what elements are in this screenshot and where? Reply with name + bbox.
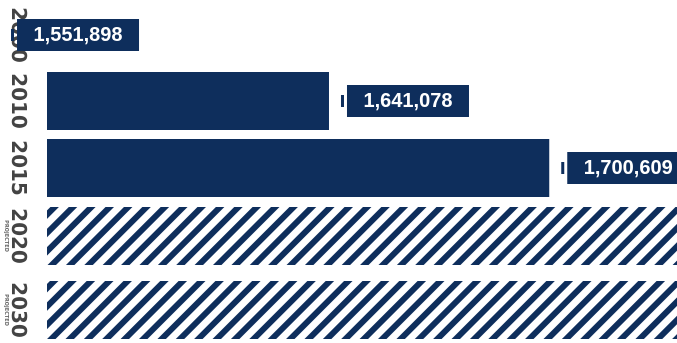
year-label: 2020 — [7, 208, 31, 264]
bar — [47, 139, 550, 197]
year-label: 2015 — [7, 140, 31, 196]
projected-label: PROJECTED — [3, 294, 9, 326]
year-labels: 2000201020152020PROJECTED2030PROJECTED — [3, 7, 31, 338]
value-labels: 1,551,8981,641,0781,700,6091,739,1691,83… — [11, 19, 677, 184]
data-label: 1,551,898 — [34, 24, 123, 46]
value-label-caret — [561, 162, 565, 174]
bar-projected — [47, 281, 677, 339]
value-label-caret — [11, 29, 15, 41]
bars — [47, 72, 677, 339]
year-label: 2030 — [7, 282, 31, 338]
projected-label: PROJECTED — [3, 220, 9, 252]
value-label-box — [567, 152, 677, 184]
data-label: 1,700,609 — [584, 157, 673, 179]
value-label-caret — [340, 95, 344, 107]
bar — [47, 72, 329, 130]
year-label: 2010 — [7, 73, 31, 129]
data-label: 1,641,078 — [363, 90, 452, 112]
bar-projected — [47, 207, 677, 265]
value-label-box — [346, 85, 469, 117]
value-label-box — [17, 19, 140, 51]
